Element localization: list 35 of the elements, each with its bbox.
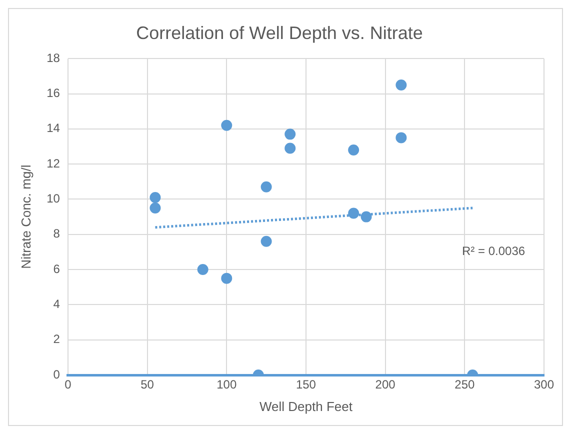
x-tick-label: 150	[296, 378, 316, 392]
y-tick-label: 2	[53, 332, 60, 346]
y-tick-label: 0	[53, 367, 60, 382]
y-tick-label: 14	[46, 121, 60, 136]
point	[396, 132, 407, 144]
point	[284, 128, 296, 140]
x-tick-label: 50	[140, 378, 154, 392]
y-axis-title: Nitrate Conc. mg/l	[18, 164, 34, 269]
point	[221, 120, 232, 131]
y-tick-label: 16	[46, 86, 60, 100]
x-tick-label: 0	[64, 378, 72, 392]
point	[260, 181, 272, 192]
y-tick-label: 6	[53, 262, 60, 276]
x-tick-label: 300	[534, 378, 554, 392]
x-tick-label: 200	[375, 378, 396, 392]
point	[150, 192, 161, 203]
y-tick-label: 10	[46, 192, 60, 206]
point	[221, 272, 232, 284]
x-axis-title: Well Depth Feet	[259, 398, 353, 414]
y-tick-label: 4	[53, 297, 60, 311]
point	[284, 142, 296, 154]
point	[197, 264, 208, 276]
y-tick-label: 8	[53, 226, 60, 241]
x-tick-label: 100	[216, 378, 237, 392]
annotation: R² = 0.0036	[462, 244, 526, 258]
point	[360, 211, 372, 222]
point	[260, 236, 272, 247]
y-tick-label: 18	[46, 50, 60, 65]
x-tick-label: 250	[454, 378, 475, 392]
chart-title: Correlation of Well Depth vs. Nitrate	[136, 22, 423, 43]
y-tick-label: 12	[46, 156, 60, 170]
point	[348, 144, 360, 156]
point	[348, 208, 360, 219]
point	[396, 79, 407, 90]
point	[150, 202, 161, 214]
